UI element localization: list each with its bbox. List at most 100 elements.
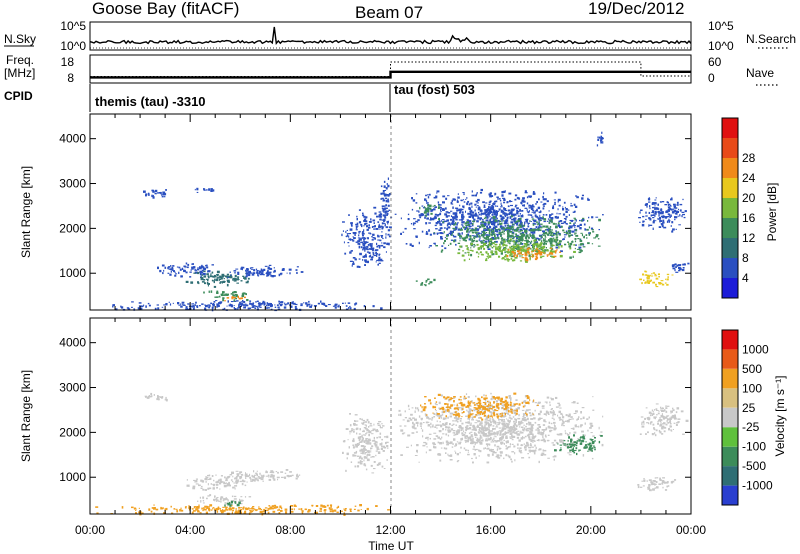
- heatmap-cell: [303, 302, 305, 304]
- heatmap-cell: [373, 228, 375, 230]
- heatmap-cell: [530, 251, 533, 253]
- heatmap-cell: [191, 511, 194, 514]
- heatmap-cell: [542, 195, 544, 199]
- heatmap-cell: [564, 243, 567, 246]
- heatmap-cell: [507, 455, 511, 457]
- heatmap-cell: [525, 428, 528, 432]
- heatmap-cell: [501, 414, 504, 417]
- heatmap-cell: [280, 301, 284, 304]
- heatmap-cell: [368, 433, 370, 437]
- heatmap-cell: [212, 487, 215, 490]
- heatmap-cell: [530, 443, 532, 445]
- heatmap-cell: [470, 400, 472, 403]
- heatmap-cell: [491, 453, 494, 456]
- heatmap-cell: [476, 243, 479, 246]
- heatmap-cell: [670, 225, 672, 227]
- heatmap-cell: [469, 405, 472, 407]
- heatmap-cell: [507, 420, 510, 423]
- heatmap-cell: [552, 206, 555, 210]
- heatmap-cell: [234, 308, 237, 310]
- heatmap-cell: [197, 305, 199, 308]
- heatmap-cell: [440, 424, 443, 428]
- heatmap-cell: [268, 264, 272, 266]
- heatmap-cell: [572, 401, 576, 404]
- heatmap-cell: [490, 251, 493, 254]
- heatmap-cell: [477, 247, 479, 250]
- heatmap-cell: [172, 302, 174, 304]
- heatmap-cell: [217, 304, 219, 306]
- heatmap-cell: [540, 210, 542, 213]
- heatmap-cell: [519, 208, 521, 212]
- heatmap-cell: [569, 432, 571, 435]
- heatmap-cell: [373, 461, 376, 463]
- heatmap-cell: [207, 474, 210, 477]
- heatmap-cell: [488, 430, 491, 433]
- heatmap-cell: [285, 303, 289, 305]
- heatmap-cell: [519, 447, 522, 449]
- heatmap-cell: [291, 301, 294, 305]
- heatmap-cell: [452, 212, 456, 215]
- heatmap-cell: [649, 207, 651, 210]
- heatmap-cell: [555, 234, 558, 236]
- heatmap-cell: [496, 448, 499, 450]
- heatmap-cell: [246, 268, 249, 271]
- freq-unit: [MHz]: [4, 66, 35, 80]
- heatmap-cell: [383, 220, 385, 223]
- heatmap-cell: [488, 206, 492, 208]
- heatmap-cell: [528, 438, 532, 441]
- heatmap-cell: [515, 399, 518, 401]
- heatmap-cell: [534, 444, 536, 447]
- heatmap-cell: [531, 211, 533, 213]
- heatmap-cell: [377, 424, 381, 426]
- heatmap-cell: [424, 207, 427, 209]
- heatmap-cell: [258, 303, 262, 306]
- heatmap-cell: [510, 247, 512, 249]
- heatmap-cell: [320, 300, 322, 303]
- heatmap-cell: [491, 231, 493, 234]
- heatmap-cell: [250, 478, 252, 481]
- heatmap-cell: [666, 216, 670, 218]
- heatmap-cell: [437, 214, 440, 216]
- heatmap-cell: [552, 222, 556, 225]
- heatmap-cell: [469, 438, 472, 441]
- heatmap-cell: [659, 220, 661, 223]
- heatmap-cell: [400, 217, 402, 220]
- heatmap-cell: [461, 227, 462, 229]
- heatmap-cell: [473, 407, 476, 409]
- heatmap-cell: [497, 236, 499, 239]
- heatmap-cell: [387, 229, 390, 232]
- heatmap-cell: [203, 279, 206, 281]
- heatmap-cell: [284, 303, 287, 306]
- heatmap-cell: [489, 436, 492, 439]
- heatmap-cell: [403, 432, 406, 434]
- heatmap-cell: [455, 424, 457, 426]
- heatmap-cell: [448, 430, 452, 432]
- heatmap-cell: [96, 512, 99, 514]
- heatmap-cell: [535, 255, 538, 258]
- heatmap-cell: [352, 454, 355, 457]
- heatmap-cell: [559, 220, 563, 222]
- heatmap-cell: [488, 207, 490, 211]
- heatmap-cell: [157, 307, 160, 310]
- heatmap-cell: [494, 200, 496, 203]
- heatmap-cell: [532, 236, 534, 239]
- heatmap-cell: [416, 449, 418, 452]
- heatmap-cell: [305, 302, 308, 305]
- heatmap-cell: [481, 428, 485, 431]
- heatmap-cell: [195, 478, 198, 480]
- heatmap-cell: [278, 302, 280, 305]
- heatmap-cell: [361, 224, 363, 228]
- heatmap-cell: [559, 440, 563, 443]
- heatmap-cell: [361, 418, 363, 421]
- heatmap-cell: [428, 222, 431, 224]
- heatmap-cell: [203, 270, 206, 273]
- heatmap-cell: [670, 214, 672, 217]
- heatmap-cell: [308, 509, 311, 512]
- heatmap-cell: [349, 228, 353, 231]
- heatmap-cell: [563, 234, 567, 236]
- heatmap-cell: [488, 403, 490, 406]
- heatmap-cell: [362, 419, 366, 422]
- heatmap-cell: [209, 494, 212, 497]
- heatmap-cell: [519, 239, 523, 242]
